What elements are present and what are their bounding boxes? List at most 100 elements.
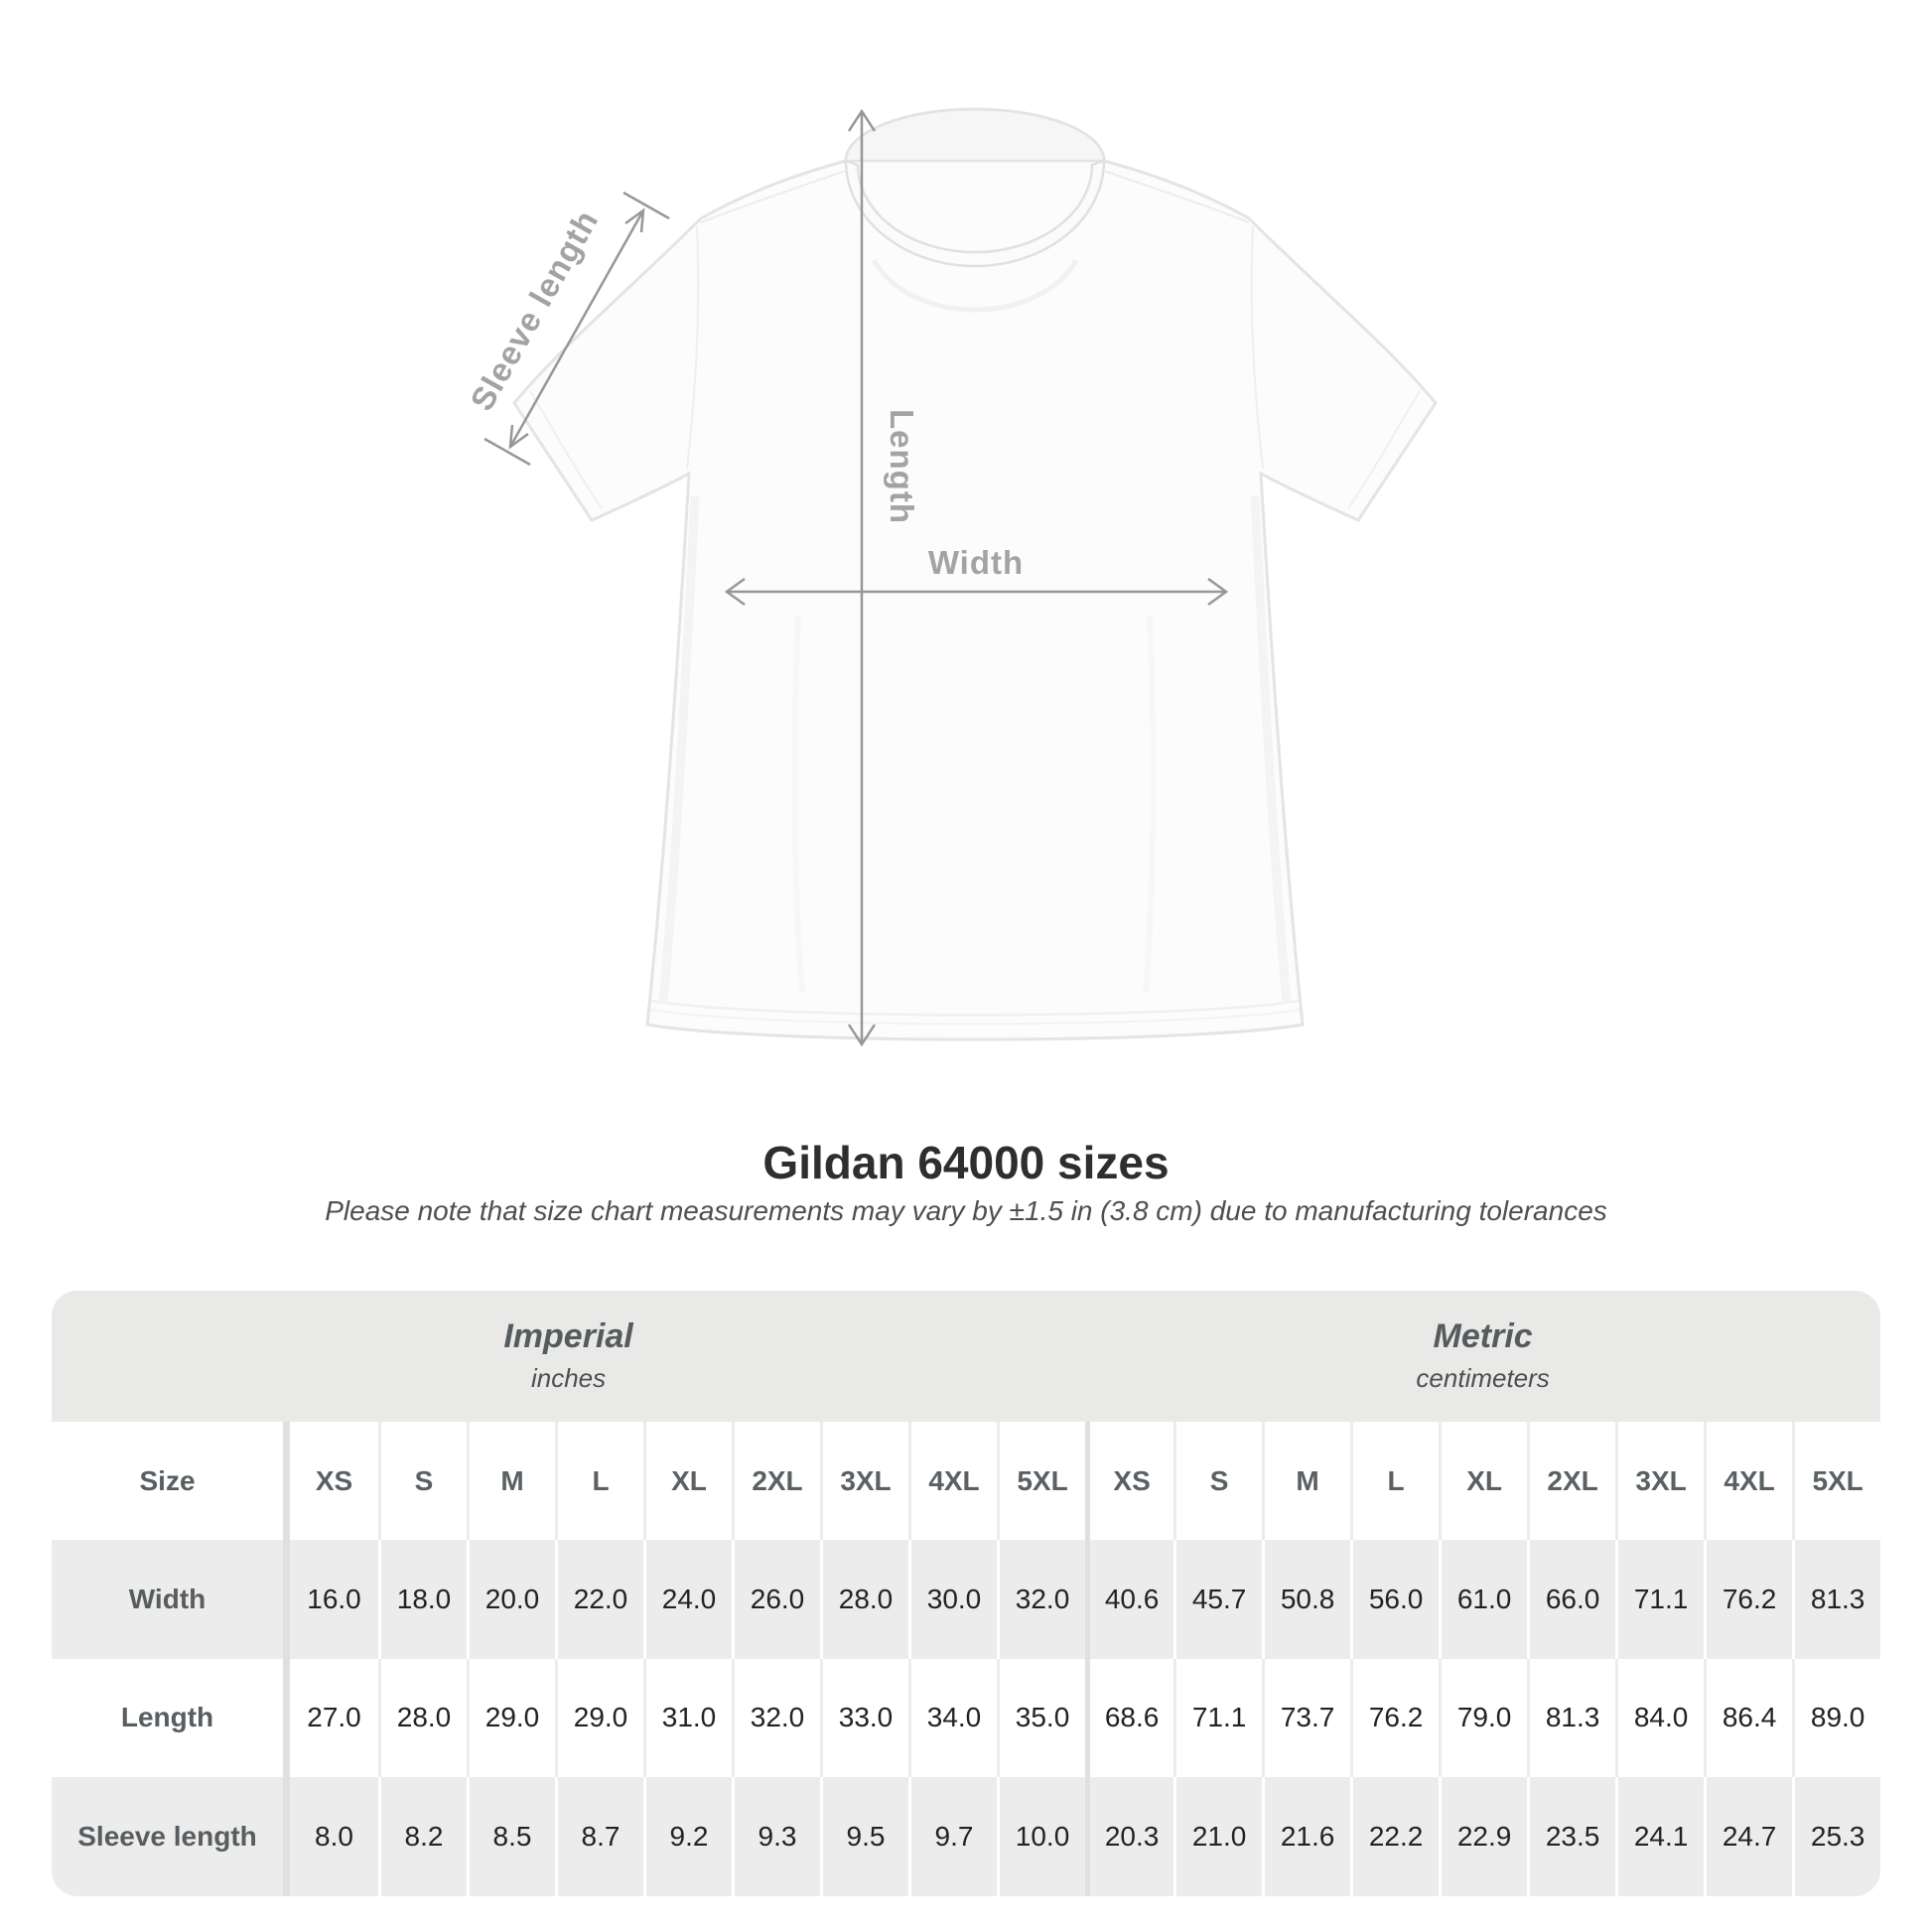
unit-group-header-row: Imperial inches Metric centimeters [52,1291,1880,1422]
size-header: S [378,1422,467,1540]
size-header: 5XL [1792,1422,1880,1540]
length-value: 34.0 [908,1658,997,1778]
width-value: 28.0 [820,1540,908,1659]
sleeve-length-value: 24.1 [1615,1777,1704,1896]
size-header-row: Size XS S M L XL 2XL 3XL 4XL 5XL XS S M L XL 2XL 3XL 4XL… [52,1422,1880,1540]
size-header: XL [1439,1422,1527,1540]
length-value: 73.7 [1262,1658,1350,1778]
width-value: 32.0 [997,1540,1085,1659]
size-header: 2XL [1527,1422,1615,1540]
size-header: 4XL [908,1422,997,1540]
width-value: 61.0 [1439,1540,1527,1659]
size-header: L [1350,1422,1439,1540]
width-value: 18.0 [378,1540,467,1659]
length-arrow [847,108,877,1047]
width-value: 30.0 [908,1540,997,1659]
sleeve-length-value: 25.3 [1792,1777,1880,1896]
length-value: 89.0 [1792,1658,1880,1778]
length-value: 79.0 [1439,1658,1527,1778]
size-header: M [467,1422,555,1540]
width-row: Width 16.0 18.0 20.0 22.0 24.0 26.0 28.0 30.0 32… [52,1540,1880,1659]
imperial-group-header: Imperial inches [52,1291,1086,1422]
width-value: 76.2 [1704,1540,1792,1659]
metric-unit: centimeters [1416,1362,1550,1393]
sleeve-length-value: 8.5 [467,1777,555,1896]
width-value: 24.0 [643,1540,732,1659]
page-title: Gildan 64000 sizes [762,1137,1170,1188]
sleeve-length-value: 8.0 [315,1821,353,1853]
size-header: L [555,1422,643,1540]
sleeve-length-value: 8.2 [378,1777,467,1896]
metric-group-header: Metric centimeters [1085,1291,1880,1422]
length-value: 76.2 [1350,1658,1439,1778]
width-value: 50.8 [1262,1540,1350,1659]
size-header: 2XL [732,1422,820,1540]
width-value: 71.1 [1615,1540,1704,1659]
length-value: 35.0 [997,1658,1085,1778]
size-table-grid: Imperial inches Metric centimeters Size … [52,1291,1880,1896]
length-value: 33.0 [820,1658,908,1778]
width-value: 22.0 [555,1540,643,1659]
sleeve-length-value: 22.9 [1439,1777,1527,1896]
length-value: 32.0 [732,1658,820,1778]
sleeve-length-value: 9.2 [643,1777,732,1896]
width-value: 16.0 [307,1583,361,1614]
length-value: 27.0 [307,1702,361,1733]
sleeve-length-value: 9.7 [908,1777,997,1896]
length-value: 81.3 [1527,1658,1615,1778]
sleeve-length-value: 9.5 [820,1777,908,1896]
width-value: 45.7 [1173,1540,1262,1659]
size-header: S [1173,1422,1262,1540]
length-value: 29.0 [467,1658,555,1778]
sleeve-length-value: 23.5 [1527,1777,1615,1896]
length-label: Length [884,409,920,524]
size-column-label: Size [52,1422,290,1540]
length-value: 31.0 [643,1658,732,1778]
width-value: 81.3 [1792,1540,1880,1659]
tshirt-figure: Length Width Sleeve length [463,107,1438,1047]
sleeve-length-row-label: Sleeve length [52,1777,290,1896]
sleeve-length-value: 21.6 [1262,1777,1350,1896]
length-value: 84.0 [1615,1658,1704,1778]
length-row: Length 27.0 28.0 29.0 29.0 31.0 32.0 33.0 34.0 3… [52,1658,1880,1778]
size-header: 4XL [1704,1422,1792,1540]
width-value: 66.0 [1527,1540,1615,1659]
size-header: XL [643,1422,732,1540]
width-value: 20.0 [467,1540,555,1659]
width-value: 56.0 [1350,1540,1439,1659]
metric-title: Metric [1433,1316,1533,1355]
width-arrow [724,577,1229,607]
length-value: 86.4 [1704,1658,1792,1778]
size-table: Imperial inches Metric centimeters Size … [52,1291,1880,1896]
length-value: 29.0 [555,1658,643,1778]
collar-back [844,107,1106,163]
sleeve-length-value: 20.3 [1085,1777,1173,1896]
size-header: XS [315,1464,353,1496]
size-header: 3XL [1615,1422,1704,1540]
size-header: XS [1085,1422,1173,1540]
imperial-unit: inches [530,1362,607,1393]
width-row-label: Width [52,1540,290,1659]
size-header: 3XL [820,1422,908,1540]
sleeve-length-value: 24.7 [1704,1777,1792,1896]
length-value: 28.0 [378,1658,467,1778]
sleeve-length-value: 8.7 [555,1777,643,1896]
length-row-label: Length [52,1658,290,1778]
size-header: M [1262,1422,1350,1540]
sleeve-length-value: 9.3 [732,1777,820,1896]
width-label: Width [928,544,1024,581]
length-value: 68.6 [1085,1658,1173,1778]
shirt-seams [529,170,1421,1026]
tolerance-note: Please note that size chart measurements… [325,1195,1607,1226]
width-value: 40.6 [1085,1540,1173,1659]
sleeve-length-value: 10.0 [997,1777,1085,1896]
collar-front [844,159,1106,268]
length-value: 71.1 [1173,1658,1262,1778]
size-header: 5XL [997,1422,1085,1540]
sleeve-length-value: 21.0 [1173,1777,1262,1896]
sleeve-length-arrow [483,191,670,467]
imperial-title: Imperial [503,1316,633,1355]
sleeve-length-value: 22.2 [1350,1777,1439,1896]
width-value: 26.0 [732,1540,820,1659]
